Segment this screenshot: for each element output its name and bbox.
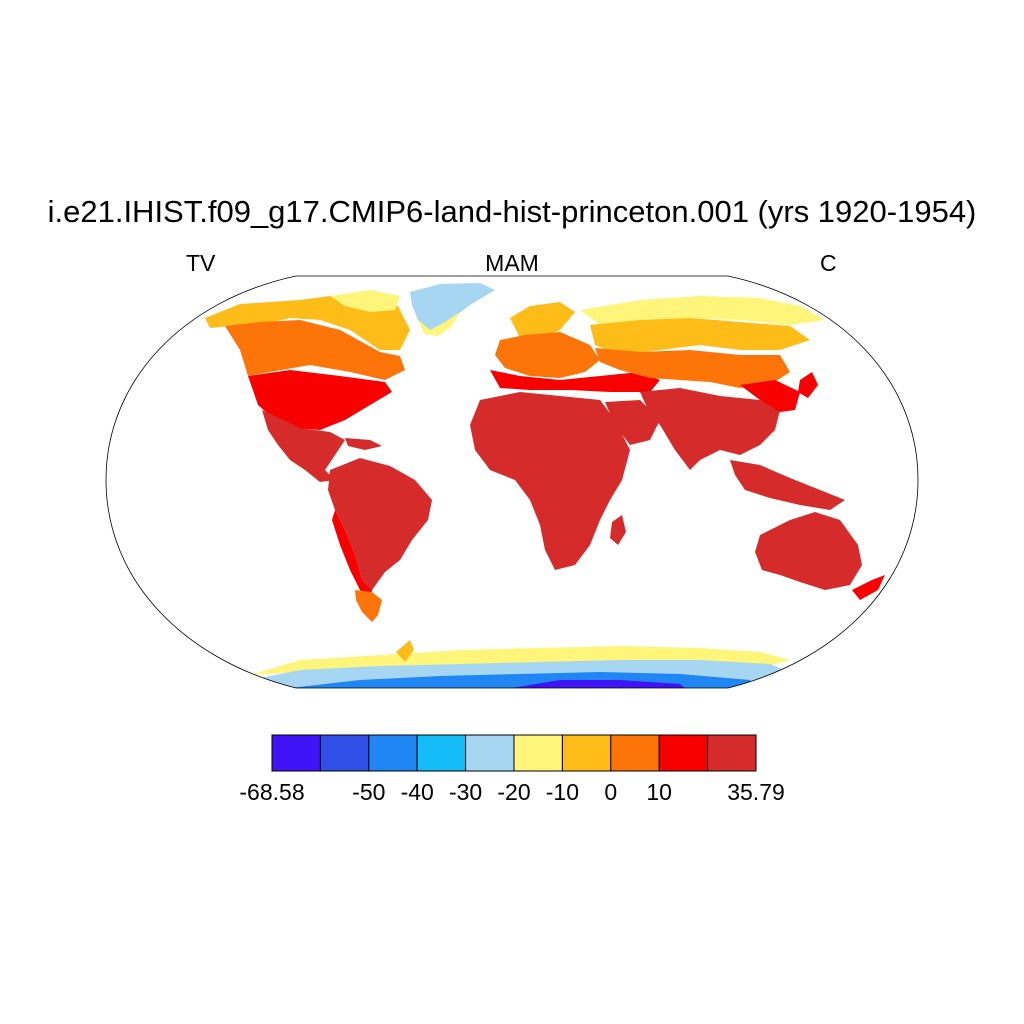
africa <box>470 392 630 570</box>
north-america-warm <box>248 370 392 430</box>
units-label: C <box>820 250 837 276</box>
south-asia <box>640 388 780 470</box>
north-america-cold <box>205 296 410 350</box>
variable-label: TV <box>186 250 216 276</box>
europe <box>495 332 600 378</box>
central-asia <box>595 348 790 388</box>
land-fill-layer <box>205 283 885 688</box>
antarctica-core <box>500 680 700 688</box>
colorbar-label-7: 10 <box>646 779 672 805</box>
south-america-warm <box>328 458 432 590</box>
mediterranean-belt <box>490 370 660 392</box>
colorbar-label-8: 35.79 <box>727 779 785 805</box>
central-america <box>262 410 345 482</box>
south-america-south <box>355 590 382 622</box>
season-label: MAM <box>485 250 539 276</box>
colorbar-label-5: -10 <box>545 779 580 805</box>
globe-outline <box>105 275 919 689</box>
siberia <box>580 296 825 325</box>
colorbar-label-4: -20 <box>497 779 531 805</box>
antarctic-peninsula <box>396 640 414 662</box>
north-america-mid <box>225 320 405 380</box>
south-america-andes <box>332 510 372 600</box>
east-asia <box>740 380 800 412</box>
plot-title: i.e21.IHIST.f09_g17.CMIP6-land-hist-prin… <box>47 194 977 229</box>
north-asia <box>590 318 810 355</box>
colorbar-label-2: -40 <box>400 779 434 805</box>
colorbar-label-0: -68.58 <box>239 779 305 805</box>
greenland <box>410 283 495 330</box>
caribbean-islands <box>345 438 382 450</box>
greenland-coast <box>418 312 460 336</box>
colorbar-label-6: 0 <box>604 779 618 805</box>
madagascar <box>610 515 626 545</box>
colorbar-label-3: -30 <box>448 779 483 805</box>
colorbar-label-1: -50 <box>352 779 386 805</box>
arabia <box>605 400 660 445</box>
australia <box>755 512 862 590</box>
scandinavia <box>510 302 575 340</box>
arctic-islands <box>330 290 400 312</box>
japan <box>798 372 818 398</box>
southeast-asia <box>730 460 845 510</box>
new-zealand <box>852 575 885 600</box>
